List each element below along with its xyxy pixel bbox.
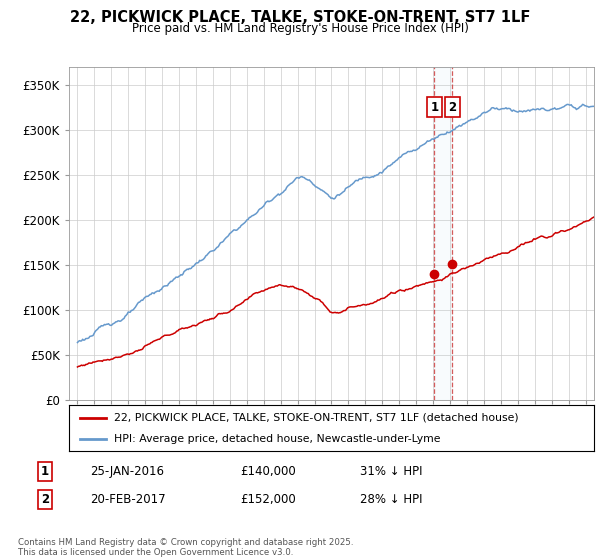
Text: 28% ↓ HPI: 28% ↓ HPI [360,493,422,506]
Text: 2: 2 [448,101,457,114]
Text: 31% ↓ HPI: 31% ↓ HPI [360,465,422,478]
Text: 1: 1 [41,465,49,478]
Bar [434,67,452,400]
Text: HPI: Average price, detached house, Newcastle-under-Lyme: HPI: Average price, detached house, Newc… [113,435,440,444]
Text: 22, PICKWICK PLACE, TALKE, STOKE-ON-TRENT, ST7 1LF: 22, PICKWICK PLACE, TALKE, STOKE-ON-TREN… [70,10,530,25]
Text: 22, PICKWICK PLACE, TALKE, STOKE-ON-TRENT, ST7 1LF (detached house): 22, PICKWICK PLACE, TALKE, STOKE-ON-TREN… [113,413,518,423]
Text: £152,000: £152,000 [240,493,296,506]
Text: 1: 1 [430,101,439,114]
Text: £140,000: £140,000 [240,465,296,478]
Text: 20-FEB-2017: 20-FEB-2017 [90,493,166,506]
Text: 2: 2 [41,493,49,506]
Text: Price paid vs. HM Land Registry's House Price Index (HPI): Price paid vs. HM Land Registry's House … [131,22,469,35]
Text: Contains HM Land Registry data © Crown copyright and database right 2025.
This d: Contains HM Land Registry data © Crown c… [18,538,353,557]
Text: 25-JAN-2016: 25-JAN-2016 [90,465,164,478]
